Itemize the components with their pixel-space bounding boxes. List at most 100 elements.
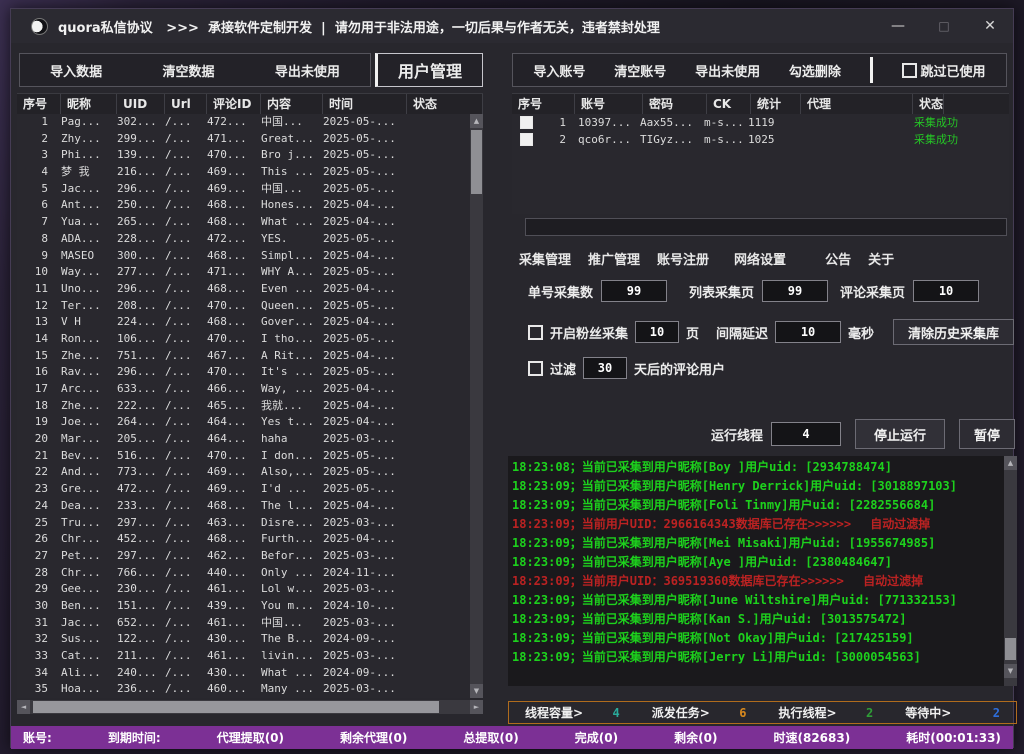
tab-item[interactable]: 推广管理 <box>588 252 641 268</box>
table-row[interactable]: 30 Ben... 151... /... 439... You m... 20… <box>17 598 470 615</box>
cell-uid: 300... <box>117 248 157 262</box>
table-row[interactable]: 20 Mar... 205... /... 464... haha 2025-0… <box>17 431 470 448</box>
clear-account-button[interactable]: 清空账号 <box>614 64 667 80</box>
import-account-button[interactable]: 导入账号 <box>533 64 586 80</box>
table-row[interactable]: 22 And... 773... /... 469... Also,... 20… <box>17 464 470 481</box>
table-row[interactable]: 6 Ant... 250... /... 468... Hones... 202… <box>17 197 470 214</box>
table-row[interactable]: 28 Chr... 766... /... 440... Only ... 20… <box>17 565 470 582</box>
table-row[interactable]: 8 ADA... 228... /... 472... YES. 2025-05… <box>17 231 470 248</box>
comment-page-input[interactable] <box>913 280 980 302</box>
close-button[interactable]: ✕ <box>984 18 996 34</box>
table-row[interactable]: 34 Ali... 240... /... 430... What ... 20… <box>17 665 470 682</box>
table-row[interactable]: 29 Gee... 230... /... 461... Lol w... 20… <box>17 581 470 598</box>
account-table-header: 序号 账号 密码 CK 统计 代理 状态 <box>512 94 1009 114</box>
cell-url: /... <box>165 265 192 279</box>
table-row[interactable]: 13 V H 224... /... 468... Gover... 2025-… <box>17 314 470 331</box>
cell-time: 2025-04-... <box>323 248 396 262</box>
tab-item[interactable]: 网络设置 <box>734 252 787 268</box>
table-row[interactable]: 32 Sus... 122... /... 430... The B... 20… <box>17 631 470 648</box>
minimize-button[interactable]: — <box>891 18 905 34</box>
single-collect-input[interactable] <box>601 280 668 302</box>
list-page-input[interactable] <box>762 280 829 302</box>
account-row[interactable]: 1 10397... Aax55... m-s... 1119 采集成功 <box>512 114 1009 131</box>
filter-checkbox[interactable] <box>528 360 543 376</box>
table-row[interactable]: 19 Joe... 264... /... 464... Yes t... 20… <box>17 414 470 431</box>
maximize-button[interactable]: □ <box>938 19 950 33</box>
export-unused-account-button[interactable]: 导出未使用 <box>695 64 761 80</box>
table-row[interactable]: 35 Hoa... 236... /... 460... Many ... 20… <box>17 681 470 698</box>
pause-button[interactable]: 暂停 <box>958 419 1015 449</box>
table-row[interactable]: 4 梦 我 216... /... 469... This ... 2025-0… <box>17 164 470 181</box>
filter-days-input[interactable] <box>583 357 628 379</box>
tab-item[interactable]: 账号注册 <box>657 252 710 268</box>
user-management-button[interactable]: 用户管理 <box>375 53 483 87</box>
cell-no: 32 <box>34 632 48 646</box>
cell-no: 16 <box>34 365 48 379</box>
table-row[interactable]: 12 Ter... 208... /... 470... Queen... 20… <box>17 298 470 315</box>
status-group: 等待中> 2 <box>889 704 1016 721</box>
cell-no: 35 <box>34 682 48 696</box>
table-row[interactable]: 21 Bev... 516... /... 470... I don... 20… <box>17 448 470 465</box>
fans-pages-input[interactable] <box>635 321 680 343</box>
account-row[interactable]: 2 qco6r... TIGyz... m-s... 1025 采集成功 <box>512 131 1009 148</box>
delay-input[interactable] <box>775 321 842 343</box>
left-table-vertical-scrollbar[interactable]: ▲ ▼ <box>470 114 483 698</box>
clear-data-button[interactable]: 清空数据 <box>162 64 215 80</box>
delete-checked-button[interactable]: 勾选删除 <box>788 64 841 80</box>
skip-used-label: 跳过已使用 <box>920 64 986 80</box>
table-row[interactable]: 2 Zhy... 299... /... 471... Great... 202… <box>17 131 470 148</box>
table-row[interactable]: 26 Chr... 452... /... 468... Furth... 20… <box>17 531 470 548</box>
filter-label: 过滤 <box>550 362 577 378</box>
table-row[interactable]: 9 MASEO 300... /... 468... Simpl... 2025… <box>17 248 470 265</box>
table-row[interactable]: 31 Jac... 652... /... 461... 中国... 2025-… <box>17 615 470 632</box>
table-row[interactable]: 18 Zhe... 222... /... 465... 我就... 2025-… <box>17 398 470 415</box>
cell-comment-id: 464... <box>207 432 247 446</box>
log-vertical-scrollbar[interactable]: ▲ ▼ <box>1004 456 1017 686</box>
table-row[interactable]: 15 Zhe... 751... /... 467... A Rit... 20… <box>17 348 470 365</box>
col-header-time: 时间 <box>323 94 407 114</box>
table-row[interactable]: 1 Pag... 302... /... 472... 中国... 2025-0… <box>17 114 470 131</box>
tab-item[interactable]: 关于 <box>868 252 895 268</box>
scroll-left-icon[interactable]: ◄ <box>17 700 30 714</box>
table-row[interactable]: 24 Dea... 233... /... 468... The l... 20… <box>17 498 470 515</box>
clear-history-button[interactable]: 清除历史采集库 <box>892 319 1014 345</box>
scroll-down-icon[interactable]: ▼ <box>470 684 483 698</box>
stop-run-button[interactable]: 停止运行 <box>854 419 945 449</box>
table-row[interactable]: 17 Arc... 633... /... 466... Way, ... 20… <box>17 381 470 398</box>
left-table-horizontal-scrollbar[interactable]: ◄ ► <box>17 700 483 714</box>
col-header-ck: CK <box>707 94 751 114</box>
table-row[interactable]: 16 Rav... 296... /... 470... It's ... 20… <box>17 364 470 381</box>
row-checkbox[interactable] <box>519 133 533 146</box>
table-row[interactable]: 23 Gre... 472... /... 469... I'd ... 202… <box>17 481 470 498</box>
threads-input[interactable] <box>770 422 841 446</box>
table-row[interactable]: 33 Cat... 211... /... 461... livin... 20… <box>17 648 470 665</box>
skip-used-checkbox[interactable] <box>901 62 917 78</box>
row-checkbox[interactable] <box>519 116 533 129</box>
fans-collect-checkbox[interactable] <box>528 324 543 340</box>
table-row[interactable]: 5 Jac... 296... /... 469... 中国... 2025-0… <box>17 181 470 198</box>
scrollbar-thumb[interactable] <box>1005 638 1016 660</box>
scroll-up-icon[interactable]: ▲ <box>1004 456 1017 470</box>
tab-item[interactable]: 采集管理 <box>519 252 572 268</box>
scrollbar-thumb[interactable] <box>471 130 482 194</box>
scrollbar-thumb[interactable] <box>33 701 439 713</box>
cell-time: 2025-05-... <box>323 181 396 195</box>
table-row[interactable]: 27 Pet... 297... /... 462... Befor... 20… <box>17 548 470 565</box>
cell-no: 29 <box>34 582 48 596</box>
table-row[interactable]: 11 Uno... 296... /... 468... Even ... 20… <box>17 281 470 298</box>
cell-no: 7 <box>41 215 48 229</box>
footer-item: 剩余(0) <box>674 731 718 745</box>
skip-used-checkbox-group[interactable]: 跳过已使用 <box>901 61 986 80</box>
table-row[interactable]: 25 Tru... 297... /... 463... Disre... 20… <box>17 515 470 532</box>
table-row[interactable]: 10 Way... 277... /... 471... WHY A... 20… <box>17 264 470 281</box>
scroll-right-icon[interactable]: ► <box>470 700 483 714</box>
import-data-button[interactable]: 导入数据 <box>50 64 103 80</box>
user-data-table: 序号 昵称 UID Url 评论ID 内容 时间 状态 1 Pag... 302… <box>17 93 483 698</box>
table-row[interactable]: 14 Ron... 106... /... 470... I tho... 20… <box>17 331 470 348</box>
export-unused-data-button[interactable]: 导出未使用 <box>274 64 340 80</box>
table-row[interactable]: 7 Yua... 265... /... 468... What ... 202… <box>17 214 470 231</box>
scroll-up-icon[interactable]: ▲ <box>470 114 483 128</box>
tab-item[interactable]: 公告 <box>825 252 852 268</box>
table-row[interactable]: 3 Phi... 139... /... 470... Bro j... 202… <box>17 147 470 164</box>
scroll-down-icon[interactable]: ▼ <box>1004 664 1017 678</box>
